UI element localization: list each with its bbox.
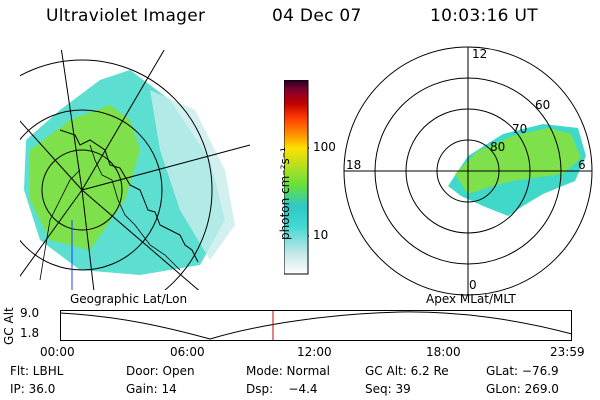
- aurora-green-region: [30, 105, 140, 250]
- info-gain: Gain: 14: [126, 382, 177, 396]
- info-gc-alt: GC Alt: 6.2 Re: [365, 364, 449, 378]
- mlt-label-18: 18: [346, 158, 362, 172]
- time-label: 10:03:16 UT: [430, 6, 538, 26]
- timeline-xtick-2359: 23:59: [550, 345, 585, 359]
- latitude-circle-outer: [20, 59, 213, 290]
- right-panel-caption: Apex MLat/MLT: [426, 292, 516, 306]
- colorbar-tick-100: 100: [313, 140, 336, 154]
- mlat-label-70: 70: [512, 122, 528, 136]
- mlat-label-80: 80: [490, 140, 506, 154]
- coastline-3: [39, 169, 81, 281]
- colorbar-unit-label: photon cm⁻²s⁻¹: [278, 147, 292, 240]
- timeline-axis-label: GC Alt: [2, 307, 16, 345]
- polar-plot: [343, 46, 593, 296]
- info-mode: Mode: Normal: [246, 364, 330, 378]
- timeline-ytick-9: 9.0: [20, 306, 40, 320]
- mlt-label-6: 6: [578, 158, 586, 172]
- timeline-xtick-1800: 18:00: [426, 345, 461, 359]
- altitude-timeline: [60, 310, 573, 341]
- timeline-ytick-1_8: 1.8: [20, 326, 40, 340]
- left-panel-caption: Geographic Lat/Lon: [70, 292, 188, 306]
- info-ip: IP: 36.0: [10, 382, 56, 396]
- mlt-label-12: 12: [472, 47, 488, 61]
- timeline-xtick-0000: 00:00: [40, 345, 75, 359]
- timeline-xtick-1200: 12:00: [297, 345, 332, 359]
- info-glon: GLon: 269.0: [486, 382, 559, 396]
- info-door: Door: Open: [126, 364, 195, 378]
- latitude-circle-inner: [41, 149, 123, 231]
- aurora-faint-region: [150, 90, 235, 260]
- latitude-circle-middle: [20, 109, 163, 271]
- geographic-map: [20, 50, 251, 290]
- timeline-xtick-0600: 06:00: [170, 345, 205, 359]
- info-dsp: Dsp: −4.4: [246, 382, 318, 396]
- instrument-title: Ultraviolet Imager: [46, 6, 206, 26]
- date-label: 04 Dec 07: [272, 6, 362, 26]
- mlt-label-0: 0: [469, 278, 477, 292]
- info-filter: Flt: LBHL: [10, 364, 64, 378]
- altitude-curve: [60, 311, 573, 340]
- polar-aurora-green: [455, 128, 581, 194]
- colorbar-tick-10: 10: [313, 228, 329, 242]
- longitude-lines: [20, 50, 251, 290]
- info-glat: GLat: −76.9: [486, 364, 559, 378]
- colorbar: [284, 80, 309, 275]
- mlat-label-60: 60: [535, 98, 551, 112]
- coastline-2: [89, 144, 181, 271]
- coastline: [59, 129, 199, 263]
- info-seq: Seq: 39: [365, 382, 411, 396]
